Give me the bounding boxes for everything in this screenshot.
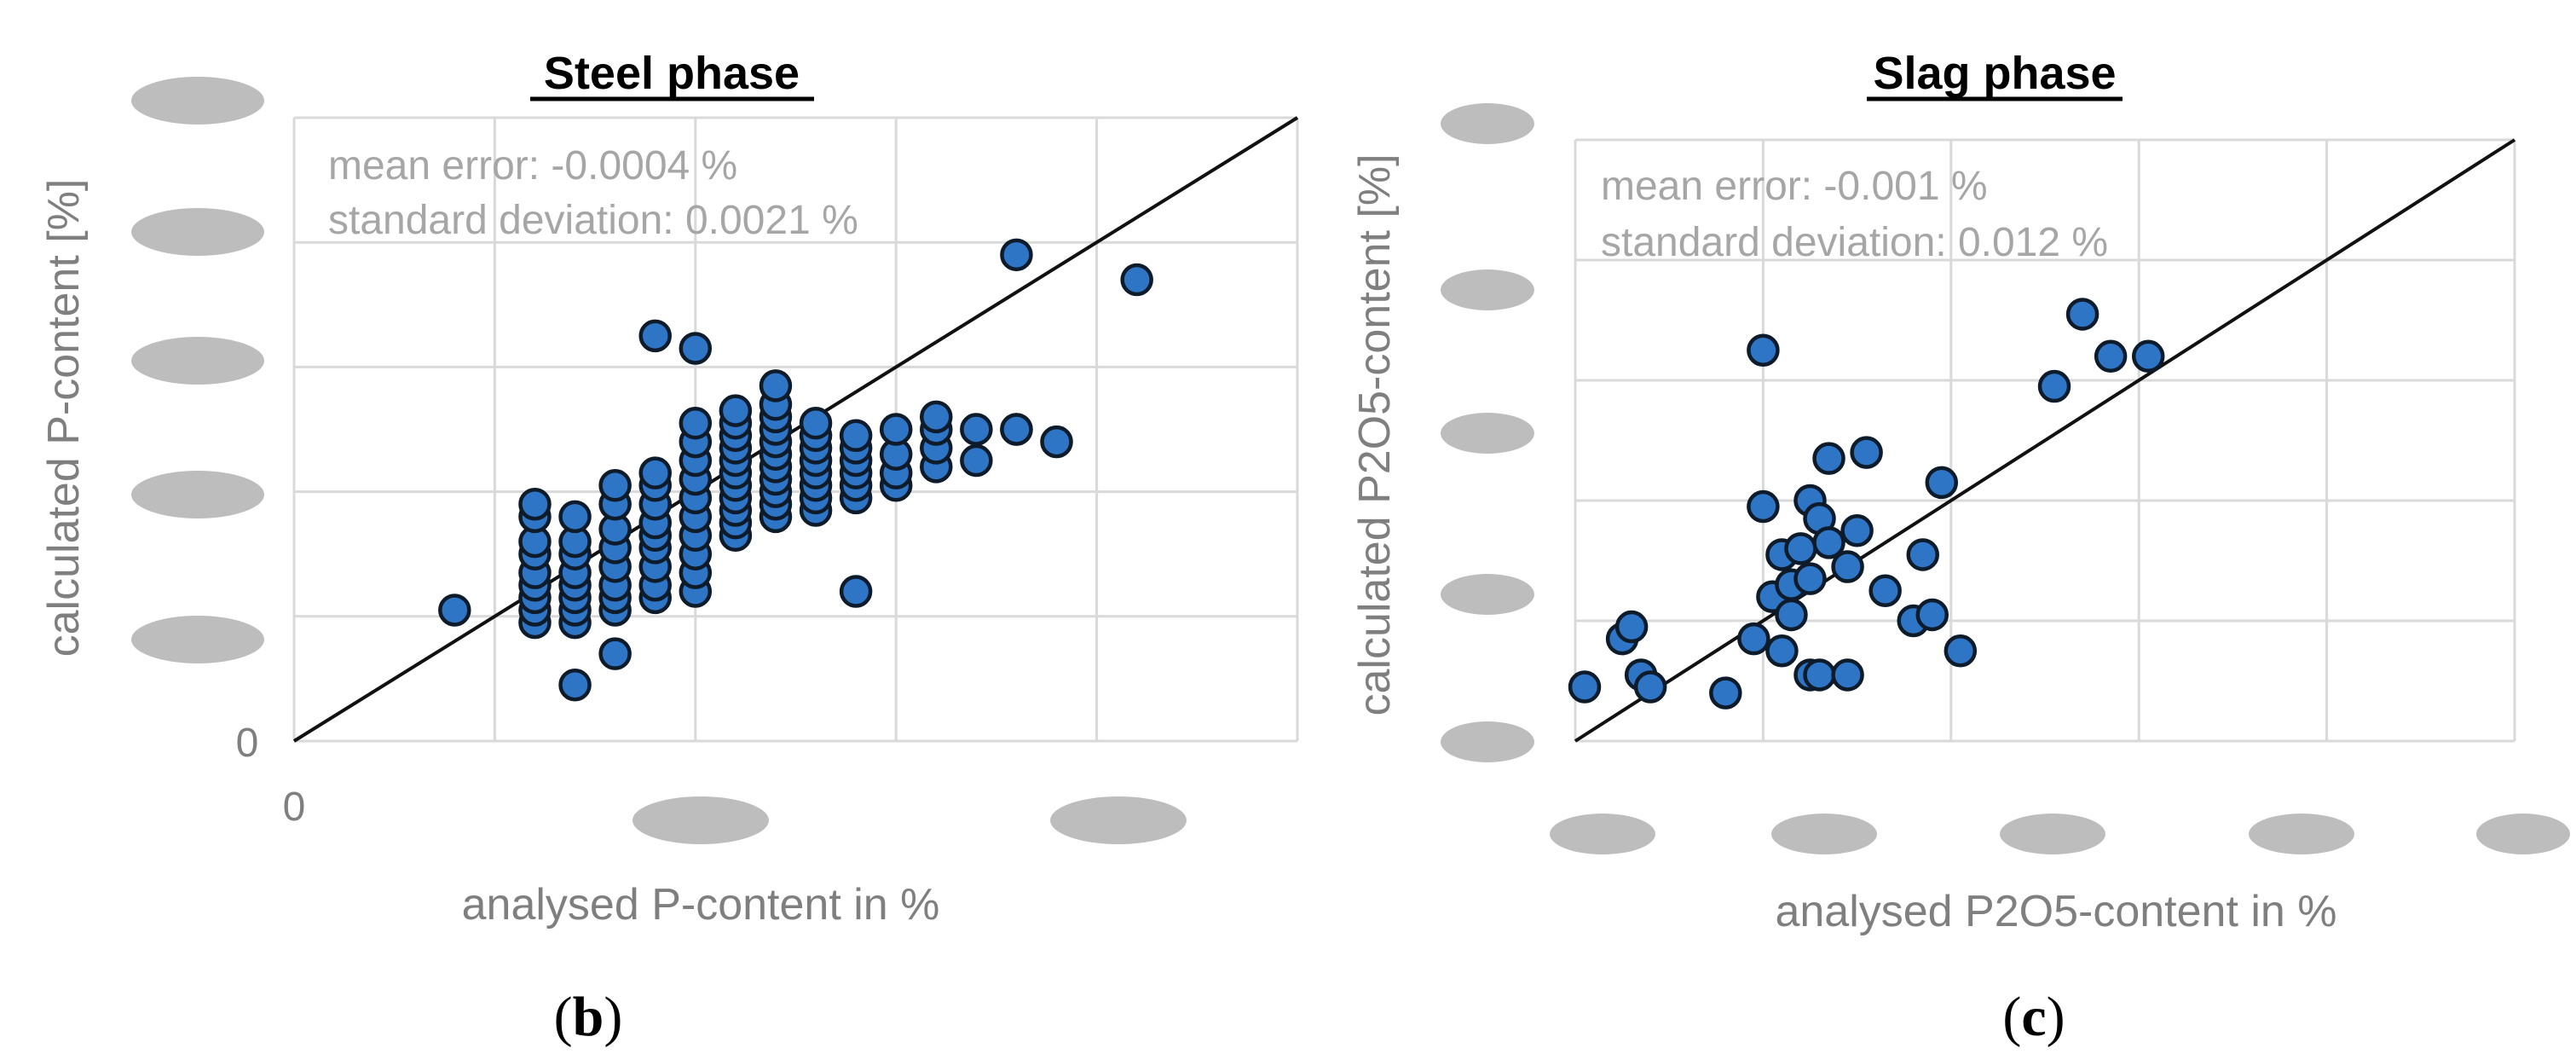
steel-y-tick-blur bbox=[131, 471, 264, 518]
steel-data-point bbox=[839, 575, 873, 608]
slag-data-point bbox=[1784, 532, 1817, 565]
slag-data-point bbox=[1737, 622, 1770, 656]
steel-data-point bbox=[839, 419, 873, 453]
steel-x-zero-tick: 0 bbox=[283, 785, 306, 830]
slag-data-point bbox=[1906, 538, 1939, 571]
steel-data-point bbox=[719, 394, 753, 427]
slag-x-tick-blurs bbox=[1550, 814, 2570, 854]
slag-data-point bbox=[1747, 489, 1780, 524]
steel-y-axis-label: calculated P-content [%] bbox=[39, 179, 89, 657]
steel-x-tick-blur bbox=[1050, 796, 1187, 844]
steel-y-tick-blur bbox=[131, 208, 264, 256]
steel-points bbox=[438, 238, 1153, 702]
steel-data-point bbox=[1000, 238, 1033, 272]
steel-reference-line bbox=[292, 116, 1299, 743]
slag-data-point bbox=[1812, 526, 1845, 559]
steel-data-point bbox=[879, 413, 913, 446]
steel-data-point bbox=[438, 594, 471, 627]
slag-y-axis-label: calculated P2O5-content [%] bbox=[1350, 153, 1400, 715]
slag-data-point bbox=[1633, 670, 1667, 704]
steel-data-point bbox=[799, 406, 833, 440]
steel-y-tick-blur bbox=[131, 616, 264, 663]
steel-data-point bbox=[638, 456, 672, 489]
steel-data-point bbox=[1000, 413, 1033, 446]
slag-data-point bbox=[1803, 658, 1836, 692]
steel-x-tick-blur bbox=[632, 796, 769, 844]
slag-chart-title: Slag phase bbox=[1873, 48, 2116, 99]
steel-data-point bbox=[960, 443, 993, 478]
caption-b: (b) bbox=[554, 986, 623, 1048]
steel-y-tick-blur bbox=[131, 77, 264, 125]
slag-y-tick-blur bbox=[1441, 721, 1534, 762]
slag-data-point bbox=[1840, 514, 1874, 547]
steel-data-point bbox=[1040, 425, 1073, 459]
slag-x-tick-blur bbox=[1771, 814, 1877, 854]
slag-data-point bbox=[1850, 436, 1883, 469]
slag-data-point bbox=[1831, 658, 1864, 692]
slag-data-point bbox=[2037, 369, 2071, 403]
slag-y-tick-blur bbox=[1441, 103, 1534, 144]
slag-x-axis-label: analysed P2O5-content in % bbox=[1775, 887, 2336, 936]
steel-data-point bbox=[638, 319, 672, 353]
slag-data-point bbox=[1747, 333, 1780, 367]
steel-chart-title: Steel phase bbox=[544, 48, 800, 99]
caption-c: (c) bbox=[2002, 986, 2065, 1048]
steel-chart: Steel phase mean error: -0.0004 % standa… bbox=[39, 48, 1299, 1048]
slag-data-point bbox=[1793, 562, 1827, 595]
steel-x-axis-label: analysed P-content in % bbox=[462, 880, 940, 929]
steel-mean-error: mean error: -0.0004 % bbox=[328, 143, 737, 188]
caption-c-letter: c bbox=[2021, 986, 2046, 1048]
slag-y-tick-blur bbox=[1441, 413, 1534, 454]
slag-data-point bbox=[2131, 339, 2165, 374]
steel-data-point bbox=[598, 637, 632, 670]
slag-data-point bbox=[1765, 634, 1799, 668]
slag-y-tick-blur bbox=[1441, 574, 1534, 615]
slag-data-point bbox=[1614, 610, 1649, 644]
slag-x-tick-blur bbox=[2249, 814, 2354, 854]
slag-data-point bbox=[1812, 442, 1845, 475]
slag-grid bbox=[1574, 138, 2516, 743]
steel-y-tick-blurs bbox=[131, 77, 264, 663]
slag-x-tick-blur bbox=[1550, 814, 1655, 854]
steel-data-point bbox=[558, 668, 592, 702]
slag-reference-line bbox=[1574, 138, 2516, 743]
steel-data-point bbox=[518, 487, 552, 521]
steel-data-point bbox=[558, 500, 592, 534]
slag-points bbox=[1568, 298, 2165, 709]
steel-data-point bbox=[960, 413, 993, 446]
steel-x-tick-blurs bbox=[632, 796, 1187, 844]
slag-data-point bbox=[1709, 676, 1742, 709]
slag-mean-error: mean error: -0.001 % bbox=[1601, 164, 1988, 209]
slag-data-point bbox=[2094, 339, 2128, 374]
slag-x-tick-blur bbox=[2476, 814, 2570, 854]
slag-data-point bbox=[2065, 298, 2099, 331]
steel-standard-deviation: standard deviation: 0.0021 % bbox=[328, 198, 858, 243]
steel-data-point bbox=[598, 469, 632, 502]
steel-y-zero-tick: 0 bbox=[236, 721, 259, 766]
slag-data-point bbox=[1925, 466, 1959, 500]
steel-data-point bbox=[920, 400, 953, 434]
slag-y-tick-blur bbox=[1441, 269, 1534, 310]
slag-y-tick-blurs bbox=[1441, 103, 1534, 762]
steel-data-point bbox=[1120, 263, 1153, 297]
slag-data-point bbox=[1868, 574, 1902, 607]
slag-x-tick-blur bbox=[2000, 814, 2105, 854]
slag-standard-deviation: standard deviation: 0.012 % bbox=[1601, 220, 2108, 265]
steel-data-point bbox=[679, 332, 713, 365]
steel-data-point bbox=[679, 406, 713, 440]
slag-chart: Slag phase mean error: -0.001 % standard… bbox=[1350, 48, 2570, 1048]
steel-y-tick-blur bbox=[131, 337, 264, 385]
slag-data-point bbox=[1831, 550, 1864, 583]
caption-b-letter: b bbox=[573, 986, 604, 1048]
slag-data-point bbox=[1775, 598, 1808, 632]
slag-data-point bbox=[1915, 598, 1949, 632]
slag-data-point bbox=[1568, 670, 1602, 704]
steel-data-point bbox=[759, 369, 793, 402]
slag-data-point bbox=[1944, 634, 1978, 668]
